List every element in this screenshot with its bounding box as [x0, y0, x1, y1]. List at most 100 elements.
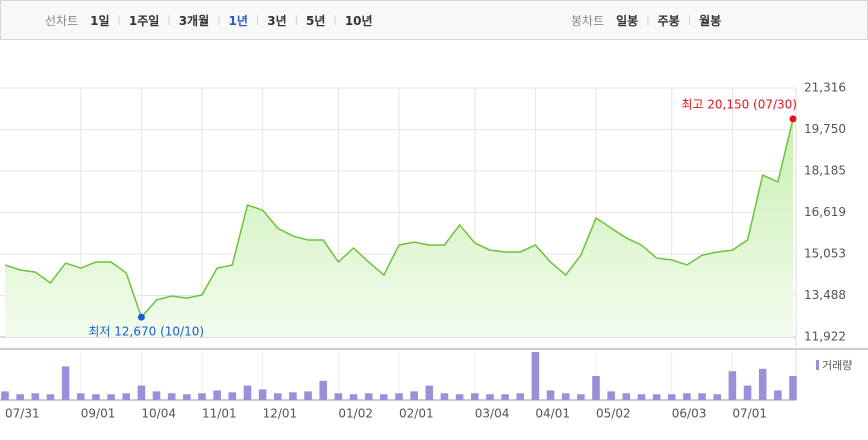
price-area	[5, 118, 793, 337]
volume-bar	[258, 389, 267, 400]
volume-bar	[531, 352, 540, 400]
separator: |	[294, 14, 299, 26]
volume-bar	[92, 394, 100, 400]
volume-bar	[501, 394, 509, 400]
volume-bar	[713, 394, 722, 400]
period-tab[interactable]: 10년	[344, 13, 373, 28]
x-tick-label: 11/01	[202, 407, 237, 421]
x-tick-label: 12/01	[263, 407, 298, 421]
volume-bar	[425, 385, 434, 400]
period-tab[interactable]: 3개월	[178, 13, 210, 28]
volume-bar	[683, 393, 691, 400]
volume-bar	[16, 394, 24, 400]
x-tick-label: 07/31	[5, 407, 40, 421]
volume-bar	[167, 393, 176, 400]
volume-bar	[728, 371, 737, 400]
y-tick-label: 13,488	[804, 288, 846, 302]
volume-bar	[137, 385, 146, 400]
toolbar: 선차트 1일 | 1주일 | 3개월 | 1년 | 3년 | 5년 | 10년 봉차트 일봉 | 주봉 | 월봉	[0, 0, 868, 40]
chart-type-label[interactable]: 봉차트	[571, 13, 605, 28]
x-tick-label: 03/04	[475, 407, 510, 421]
volume-bar	[61, 366, 70, 400]
separator: |	[255, 14, 260, 26]
candle-tab[interactable]: 주봉	[657, 13, 680, 28]
volume-bar	[213, 390, 221, 400]
volume-bar	[334, 393, 343, 400]
y-tick-label: 18,185	[804, 163, 846, 177]
volume-bar	[743, 385, 752, 400]
separator: |	[333, 14, 337, 26]
candle-chart-group: 봉차트 일봉 | 주봉 | 월봉	[571, 1, 721, 39]
y-tick-label: 11,922	[804, 330, 846, 344]
x-tick-label: 10/04	[141, 407, 176, 421]
volume-bar	[304, 391, 312, 400]
volume-bar	[107, 394, 115, 400]
volume-bar	[380, 394, 388, 400]
volume-bar	[440, 393, 449, 400]
separator: |	[687, 14, 692, 26]
volume-bar	[152, 391, 161, 400]
y-tick-label: 21,316	[804, 81, 846, 95]
chart-type-label[interactable]: 선차트	[45, 13, 79, 28]
volume-bar	[592, 376, 600, 400]
volume-bar	[31, 393, 40, 400]
volume-bar	[364, 393, 373, 400]
chart: 11,922 13,488 15,053 16,619 18,185 19,750 21,3…	[0, 81, 868, 421]
period-tab[interactable]: 5년	[306, 13, 326, 28]
x-tick-label: 05/02	[596, 407, 631, 421]
volume-bar	[1, 391, 9, 400]
x-tick-label: 02/01	[399, 407, 434, 421]
low-marker	[137, 313, 145, 321]
volume-bar	[546, 390, 555, 400]
volume-bar	[183, 394, 191, 400]
volume-bar	[516, 393, 525, 400]
volume-bar	[667, 394, 676, 400]
x-tick-label: 04/01	[535, 407, 570, 421]
high-annotation: 최고 20,150 (07/30)	[681, 97, 797, 111]
separator: |	[217, 14, 221, 26]
volume-bar	[243, 385, 252, 400]
period-tab[interactable]: 1일	[90, 13, 110, 28]
volume-bar	[46, 394, 55, 400]
candle-tab[interactable]: 월봉	[699, 13, 722, 28]
period-tab[interactable]: 1주일	[128, 13, 160, 28]
period-tab[interactable]: 1년	[228, 13, 248, 28]
volume-bar	[395, 393, 403, 400]
volume-bar	[577, 394, 585, 400]
volume-bar	[289, 392, 297, 400]
volume-bar	[273, 393, 282, 400]
volume-bar	[76, 393, 85, 400]
volume-bar	[455, 394, 464, 400]
separator: |	[117, 14, 121, 26]
volume-bar	[637, 394, 646, 400]
x-tick-label: 06/03	[672, 407, 707, 421]
x-tick-label: 07/01	[732, 407, 767, 421]
volume-bar	[607, 391, 615, 400]
separator: |	[167, 14, 171, 26]
period-tab[interactable]: 3년	[267, 13, 287, 28]
volume-bar	[198, 393, 206, 400]
volume-bar	[349, 394, 358, 400]
volume-bar	[470, 393, 479, 400]
volume-bar	[622, 393, 631, 400]
volume-bar	[698, 393, 706, 400]
legend-swatch	[816, 360, 819, 370]
volume-bar	[758, 368, 767, 400]
volume-bar	[652, 394, 661, 400]
candle-tab[interactable]: 일봉	[616, 13, 639, 28]
separator: |	[646, 14, 650, 26]
y-tick-label: 16,619	[804, 205, 846, 219]
volume-bar	[561, 393, 570, 400]
x-tick-label: 09/01	[81, 407, 116, 421]
legend-label: 거래량	[822, 359, 852, 372]
volume-bar	[486, 394, 494, 400]
high-marker	[789, 115, 797, 123]
y-tick-label: 19,750	[804, 122, 846, 136]
line-chart-group: 선차트 1일 | 1주일 | 3개월 | 1년 | 3년 | 5년 | 10년	[45, 1, 373, 39]
x-tick-label: 01/02	[338, 407, 373, 421]
volume-bar	[774, 390, 782, 400]
price-line	[4, 118, 794, 319]
volume-bar	[319, 380, 328, 400]
volume-bar	[789, 376, 797, 400]
